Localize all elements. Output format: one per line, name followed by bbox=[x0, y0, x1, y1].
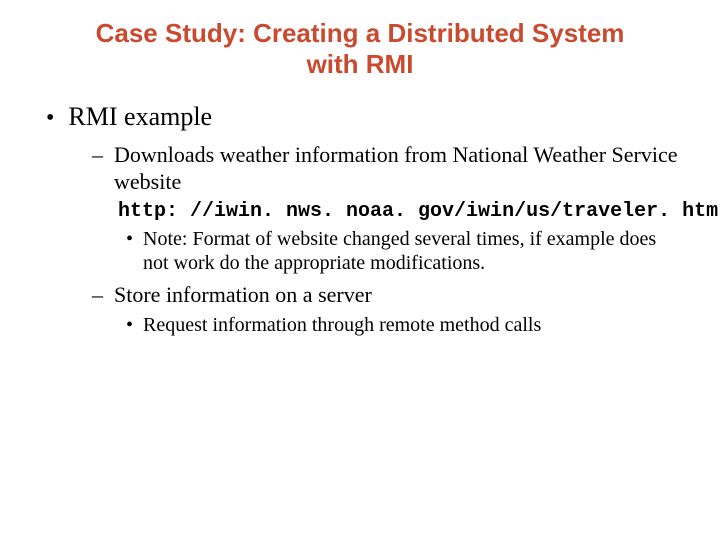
slide-content: • RMI example – Downloads weather inform… bbox=[40, 102, 680, 337]
bullet-level-2: – Downloads weather information from Nat… bbox=[92, 142, 680, 196]
bullet-marker: • bbox=[126, 314, 133, 337]
url-text: http: //iwin. nws. noaa. gov/iwin/us/tra… bbox=[118, 200, 680, 223]
bullet-marker: – bbox=[92, 142, 106, 168]
title-line-2: with RMI bbox=[307, 49, 414, 79]
bullet-marker: • bbox=[46, 105, 54, 132]
level-3-group: • Note: Format of website changed severa… bbox=[126, 227, 680, 276]
title-line-1: Case Study: Creating a Distributed Syste… bbox=[96, 18, 625, 48]
bullet-level-3: • Note: Format of website changed severa… bbox=[126, 227, 680, 276]
level-3-group: • Request information through remote met… bbox=[126, 313, 680, 337]
bullet-text: Downloads weather information from Natio… bbox=[114, 142, 680, 196]
bullet-text: Request information through remote metho… bbox=[143, 313, 541, 337]
slide-title: Case Study: Creating a Distributed Syste… bbox=[40, 18, 680, 80]
bullet-text: Note: Format of website changed several … bbox=[143, 227, 680, 276]
bullet-level-1: • RMI example bbox=[46, 102, 680, 132]
bullet-level-2: – Store information on a server bbox=[92, 282, 680, 309]
bullet-level-3: • Request information through remote met… bbox=[126, 313, 680, 337]
bullet-text: Store information on a server bbox=[114, 282, 372, 309]
bullet-marker: – bbox=[92, 282, 106, 308]
bullet-text: RMI example bbox=[68, 102, 212, 132]
level-2-group: – Downloads weather information from Nat… bbox=[92, 142, 680, 337]
bullet-marker: • bbox=[126, 228, 133, 251]
slide: Case Study: Creating a Distributed Syste… bbox=[0, 0, 720, 540]
